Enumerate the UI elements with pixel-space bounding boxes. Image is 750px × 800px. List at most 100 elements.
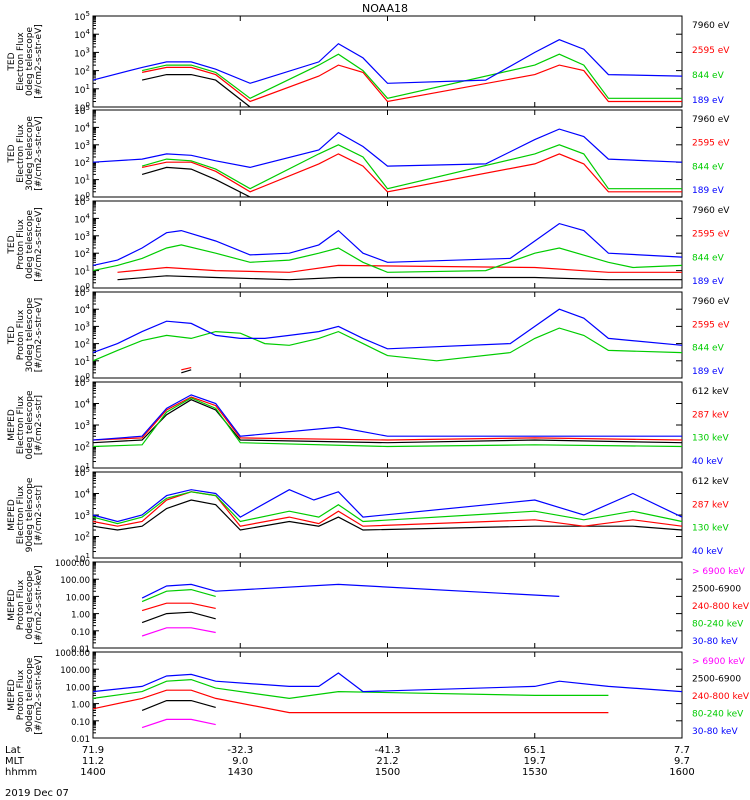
footer-value: 21.2 [376,756,398,767]
y-axis-label-line: Electron Flux [16,485,26,544]
y-tick-label: 100 [74,282,90,295]
panel-frame [92,561,683,649]
legend-entry: 2595 eV [692,46,730,56]
panel-frame [92,109,683,198]
series-line [92,39,683,84]
legend-entry: 40 keV [692,547,724,557]
y-tick-label: 103 [74,320,90,333]
panel-1: 100 101 102 103 104 105 TED Electron Flux 0deg t… [7,10,730,114]
y-tick-label: 105 [74,466,90,479]
y-axis-label-line: 0deg telescope [25,390,35,460]
series-line [92,499,683,531]
panel-frame [92,291,683,379]
footer-value: -41.3 [375,745,401,756]
series-line [92,678,609,700]
footer-value: 65.1 [524,745,546,756]
y-tick-label: 102 [74,156,90,169]
y-axis-label-line: MEPED [7,589,17,621]
y-tick-label: 104 [74,488,90,501]
footer-value: 7.7 [674,745,690,756]
series-line [141,627,216,637]
y-tick-label: 104 [74,212,90,225]
series-line [141,588,216,603]
legend-entry: 2595 eV [692,320,730,330]
y-tick-label: 105 [74,286,90,299]
footer-value: 71.9 [82,745,104,756]
y-tick-label: 102 [74,247,90,260]
y-tick-label: 103 [74,46,90,59]
y-tick-label: 102 [74,65,90,78]
footer-value: 1400 [80,767,105,778]
legend-entry: 7960 eV [692,21,730,31]
y-tick-label: 104 [74,398,90,411]
series-line [141,602,216,612]
series-line [141,583,560,599]
y-tick-label: 1000.00 [55,649,90,659]
y-tick-label: 0.10 [71,628,90,638]
footer-value: 9.0 [232,756,248,767]
y-axis-label-line: [#/cm2-s-str-eV] [34,207,44,282]
series-line [92,327,683,362]
legend-entry: 30-80 keV [692,637,738,647]
legend-entry: 2595 eV [692,230,730,240]
legend-entry: 2595 eV [692,139,730,149]
panel-3: 100 101 102 103 104 105 TED Proton Flux 0deg tel… [7,195,730,295]
y-tick-label: 101 [74,83,90,96]
panel-2: 100 101 102 103 104 105 TED Electron Flux 30deg … [7,104,730,204]
y-tick-label: 0.10 [71,718,90,728]
legend-entry: 612 keV [692,477,729,487]
legend-entry: 2500-6900 [692,585,741,595]
y-tick-label: 102 [74,531,90,544]
y-axis-label-line: Electron Flux [16,395,26,454]
y-axis-label-line: [#/cm2-s-str-keV] [34,565,44,644]
footer-value: -32.3 [227,745,253,756]
series-line [92,396,683,441]
legend-entry: 240-800 keV [692,602,750,612]
footer-value: 19.7 [524,756,546,767]
series-line [181,369,192,374]
legend-entry: 130 keV [692,434,729,444]
y-tick-label: 104 [74,121,90,134]
series-line [92,491,683,525]
y-axis-label-line: [#/cm2-s-str-eV] [34,116,44,191]
y-tick-label: 101 [74,552,90,565]
legend-entry: 80-240 keV [692,710,744,720]
series-line [92,128,683,169]
panel-7: 0.01 0.10 1.00 10.00 100.00 1000.00 MEPED Proto… [7,559,750,655]
y-axis-label-line: TED [7,52,17,71]
y-tick-label: 102 [74,441,90,454]
y-tick-label: 0.01 [71,645,90,655]
legend-entry: 7960 eV [692,206,730,216]
legend-entry: 612 keV [692,387,729,397]
footer-value: 11.2 [82,756,104,767]
y-axis-label-line: [#/cm2-s-str] [34,485,44,545]
footer-row-label: Lat [5,745,21,756]
legend-entry: 189 eV [692,96,725,106]
date-label: 2019 Dec 07 [5,788,69,799]
series-line [92,689,609,714]
series-line [92,399,683,444]
series-line [92,397,683,448]
series-line [141,64,682,103]
series-line [92,491,683,527]
series-line [141,611,216,624]
series-line [92,222,683,266]
legend-entry: 7960 eV [692,297,730,307]
series-line [141,53,682,99]
legend-entry: 844 eV [692,71,725,81]
y-axis-label-line: MEPED [7,679,17,711]
legend-entry: 240-800 keV [692,692,750,702]
legend-entry: > 6900 keV [692,657,746,667]
y-axis-label-line: MEPED [7,499,17,531]
footer-value: 1600 [669,767,694,778]
legend-entry: 40 keV [692,457,724,467]
footer-value: 9.7 [674,756,690,767]
y-axis-label-line: TED [7,235,17,254]
y-tick-label: 100 [74,372,90,385]
y-axis-label-line: 90deg telescope [25,657,35,732]
series-line [92,489,683,523]
footer-value: 1500 [375,767,400,778]
y-axis-label-line: Proton Flux [16,309,26,360]
legend-entry: 2500-6900 [692,675,741,685]
